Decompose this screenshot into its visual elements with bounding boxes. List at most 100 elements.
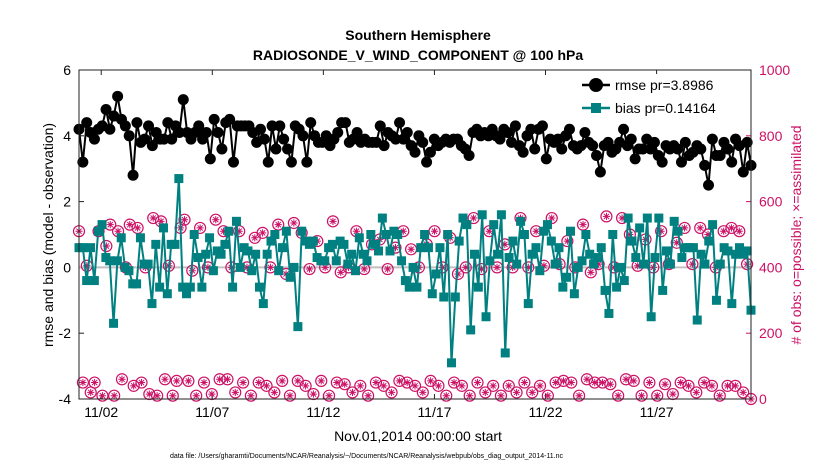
obs-assimilated-star <box>704 230 712 239</box>
obs-possible-circle <box>283 389 297 402</box>
bias-point <box>669 216 679 226</box>
obs-assimilated-star <box>567 378 575 387</box>
legend-rmse-label: rmse pr=3.8986 <box>615 77 714 93</box>
legend: rmse pr=3.8986 bias pr=0.14164 <box>575 74 745 120</box>
rmse-point <box>332 127 344 139</box>
obs-marker <box>143 387 156 401</box>
bias-point <box>539 226 549 236</box>
bias-point <box>523 299 533 309</box>
y-tick-label: 0 <box>63 259 71 275</box>
y2-tick-label: 800 <box>759 128 783 144</box>
obs-assimilated-star <box>680 224 689 232</box>
bias-point <box>116 233 126 243</box>
bias-point <box>216 249 226 259</box>
obs-marker <box>326 215 340 228</box>
bias-point <box>662 246 672 256</box>
obs-assimilated-star <box>700 378 708 387</box>
obs-assimilated-star <box>184 377 192 385</box>
obs-marker <box>479 386 492 399</box>
rmse-point <box>297 130 309 142</box>
obs-assimilated-star <box>520 378 528 387</box>
rmse-point <box>409 146 421 158</box>
tick-labels: -4 -2 0 2 4 6 0 200 400 600 800 1000 11/02 11/07 11/12… <box>59 62 791 420</box>
bias-point <box>374 246 384 256</box>
rmse-point <box>351 127 363 139</box>
obs-marker <box>158 373 172 386</box>
rmse-point <box>502 127 514 139</box>
obs-possible-circle <box>580 373 594 386</box>
rmse-point <box>119 120 131 132</box>
obs-marker <box>291 374 304 388</box>
obs-assimilated-star <box>462 263 470 271</box>
obs-assimilated-star <box>501 240 509 248</box>
obs-marker <box>424 374 437 388</box>
obs-marker <box>408 379 422 392</box>
obs-assimilated-star <box>266 263 275 271</box>
bias-point <box>185 282 195 292</box>
obs-marker <box>627 374 640 388</box>
bias-point <box>158 223 168 233</box>
obs-assimilated-star <box>673 239 681 247</box>
obs-marker <box>455 379 468 392</box>
bias-point <box>201 249 211 259</box>
obs-assimilated-star <box>87 388 95 397</box>
bias-point <box>466 325 476 335</box>
obs-marker <box>252 376 265 389</box>
rmse-point <box>529 143 541 155</box>
bias-point <box>646 312 656 322</box>
bias-point <box>308 236 318 246</box>
bias-point <box>370 239 380 249</box>
obs-assimilated-star <box>231 388 239 397</box>
rmse-point <box>625 133 637 145</box>
bias-point <box>589 259 599 269</box>
obs-assimilated-star <box>723 382 732 390</box>
obs-marker <box>393 374 406 388</box>
obs-assimilated-star <box>137 378 146 387</box>
obs-possible-circle <box>666 387 679 401</box>
obs-assimilated-star <box>579 221 587 229</box>
obs-assimilated-star <box>294 377 302 385</box>
obs-marker <box>80 259 93 272</box>
obs-marker <box>299 379 312 392</box>
obs-marker <box>729 379 742 392</box>
bias-point <box>558 282 568 292</box>
obs-marker <box>221 373 234 386</box>
obs-possible-circle <box>416 386 429 399</box>
obs-assimilated-star <box>290 219 298 227</box>
obs-possible-circle <box>447 376 461 389</box>
obs-possible-circle <box>658 378 672 391</box>
obs-marker <box>147 211 160 225</box>
rmse-series <box>73 90 757 191</box>
rmse-point <box>394 117 406 129</box>
bias-point <box>262 249 272 259</box>
bias-point <box>97 220 107 230</box>
bias-point <box>704 236 714 246</box>
obs-possible-circle <box>170 374 183 388</box>
obs-assimilated-star <box>114 227 122 235</box>
x-tick-label: 11/17 <box>417 404 451 420</box>
obs-possible-circle <box>244 389 258 402</box>
rmse-point <box>374 120 386 132</box>
obs-marker <box>276 374 289 388</box>
obs-assimilated-star <box>587 268 595 276</box>
obs-possible-circle <box>635 389 648 402</box>
bias-point <box>343 259 353 269</box>
x-tick-label: 11/22 <box>529 404 563 420</box>
obs-assimilated-star <box>348 388 357 397</box>
rmse-point <box>285 156 297 168</box>
rmse-point <box>270 143 282 155</box>
bias-point <box>673 226 683 236</box>
obs-assimilated-star <box>251 234 259 242</box>
obs-assimilated-star <box>493 263 501 271</box>
obs-marker <box>401 376 414 389</box>
bias-point <box>439 292 449 302</box>
obs-assimilated-star <box>255 378 263 387</box>
obs-marker <box>717 225 730 238</box>
obs-possible-circle <box>510 386 523 399</box>
bias-point <box>596 243 606 253</box>
obs-marker <box>533 379 547 392</box>
obs-marker <box>307 387 320 401</box>
obs-possible-circle <box>268 386 281 399</box>
obs-assimilated-star <box>638 392 646 400</box>
bias-point <box>504 253 514 263</box>
